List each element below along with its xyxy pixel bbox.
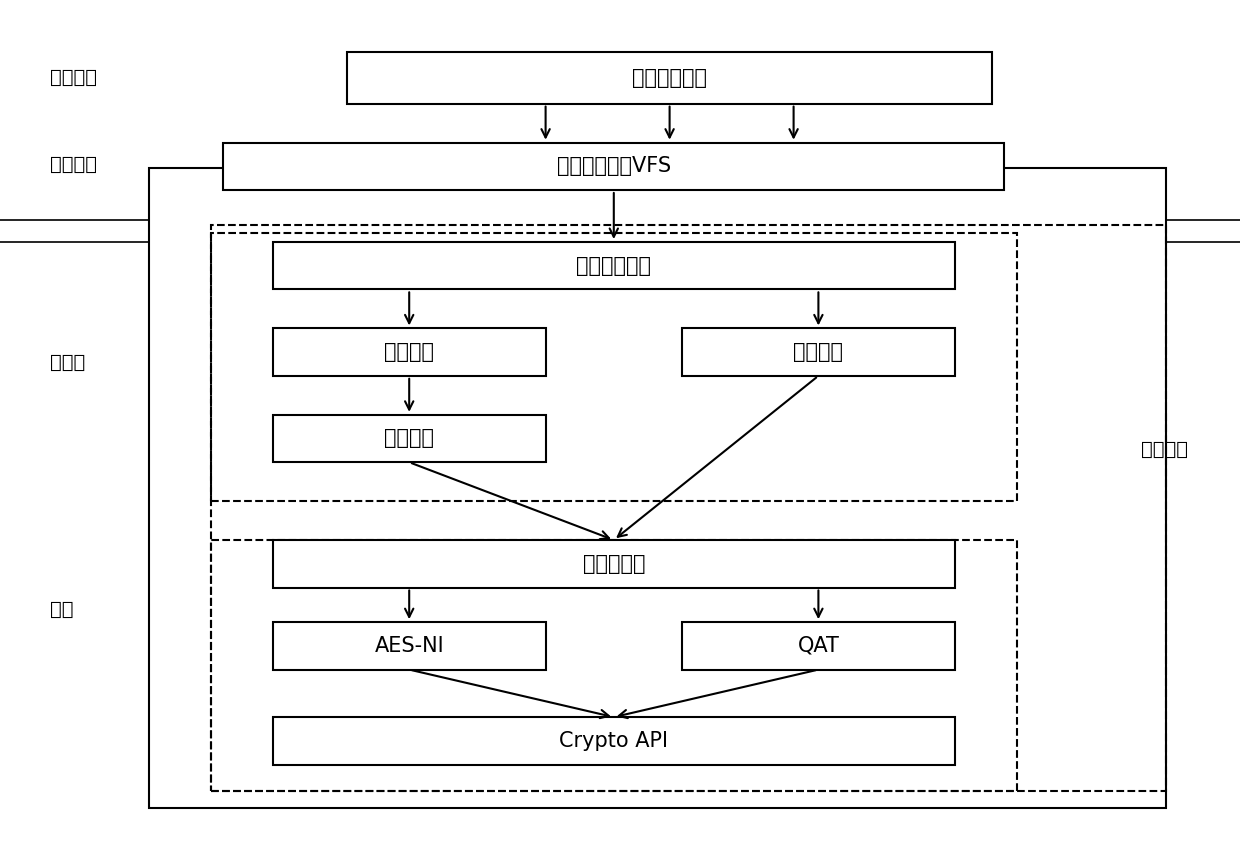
Text: 加密: 加密	[50, 600, 73, 619]
Text: 顺序写入: 顺序写入	[384, 342, 434, 362]
Bar	[211, 540, 1017, 791]
Text: 内核空间: 内核空间	[50, 155, 97, 174]
Text: 用户空间: 用户空间	[50, 68, 97, 87]
Bar	[211, 225, 1166, 791]
Text: 用户应用程序: 用户应用程序	[632, 67, 707, 88]
Text: 动态规划: 动态规划	[1141, 440, 1188, 459]
Bar	[211, 233, 1017, 501]
Text: 预处理: 预处理	[50, 353, 84, 372]
Text: 数据重组: 数据重组	[384, 429, 434, 448]
Text: AES-NI: AES-NI	[374, 636, 444, 656]
Bar	[149, 168, 1166, 808]
Bar	[223, 143, 1004, 190]
Bar	[347, 52, 992, 104]
Text: Crypto API: Crypto API	[559, 731, 668, 751]
Text: 访问模式识别: 访问模式识别	[577, 256, 651, 276]
Bar	[273, 328, 546, 376]
Bar	[273, 622, 546, 670]
Bar	[682, 622, 955, 670]
Bar	[273, 717, 955, 765]
Text: 虚拟文件系统VFS: 虚拟文件系统VFS	[557, 156, 671, 176]
Bar	[273, 242, 955, 289]
Text: 请求调度器: 请求调度器	[583, 554, 645, 574]
Bar	[273, 415, 546, 462]
Text: QAT: QAT	[797, 636, 839, 656]
Bar	[273, 540, 955, 588]
Bar	[682, 328, 955, 376]
Text: 随机写入: 随机写入	[794, 342, 843, 362]
